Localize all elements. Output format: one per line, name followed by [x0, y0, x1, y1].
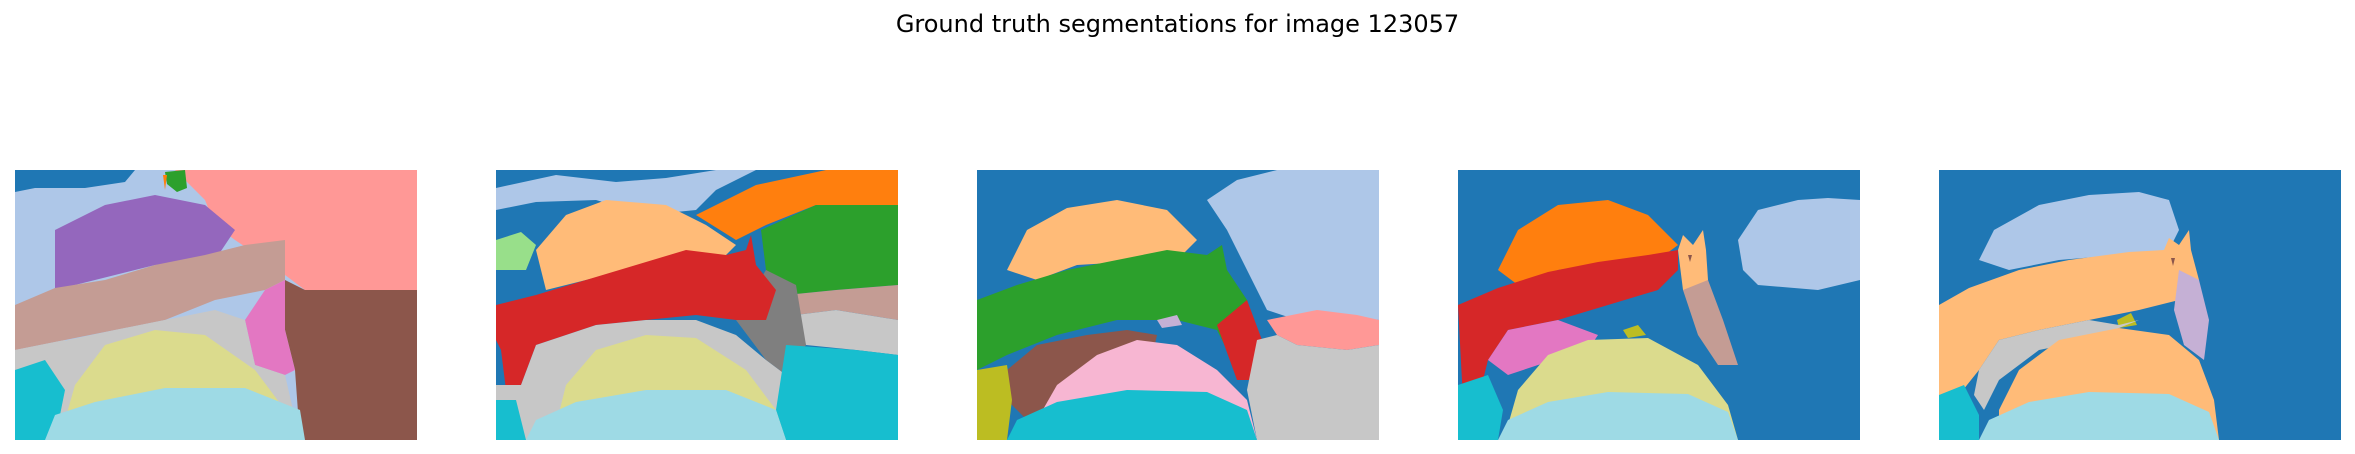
- pink-red-region: [1267, 310, 1379, 350]
- segmentation-panel-5: [1939, 170, 2341, 440]
- cyan-left-region: [496, 400, 526, 440]
- magenta-region: [1488, 320, 1598, 375]
- magenta-region: [245, 280, 295, 375]
- green-squirrel-region: [977, 245, 1257, 370]
- orange-region: [696, 170, 898, 240]
- olive-region: [977, 365, 1012, 440]
- light-orange-region: [536, 200, 736, 290]
- brown-region: [285, 280, 417, 440]
- cyan-region: [1458, 375, 1503, 440]
- cyan-right-region: [776, 345, 898, 440]
- segmentation-image-5: [1939, 170, 2341, 440]
- light-orange-squirrel-region: [1939, 230, 2199, 400]
- light-cyan-region: [45, 388, 305, 440]
- segmentation-panel-1: [15, 170, 417, 440]
- gray-right-region: [796, 310, 898, 355]
- sky-blue-patch: [15, 170, 135, 192]
- light-green-region: [496, 232, 536, 270]
- light-cyan-region: [1979, 392, 2219, 440]
- green-region: [761, 205, 898, 295]
- red-squirrel-region: [496, 235, 776, 390]
- tan-squirrel-region: [15, 240, 285, 350]
- cyan-region: [15, 360, 65, 440]
- light-gray-region: [1247, 335, 1379, 440]
- figure-title: Ground truth segmentations for image 123…: [895, 10, 1460, 38]
- gray-region: [1974, 320, 2139, 410]
- green-patch: [165, 170, 187, 192]
- olive-patch: [1623, 325, 1646, 338]
- pink-region: [175, 170, 417, 290]
- orange-sliver: [163, 175, 167, 190]
- eye-marker: [2171, 258, 2175, 266]
- red-squirrel-region: [1458, 250, 1678, 400]
- segmentation-image-2: [496, 170, 898, 440]
- light-cyan-region: [526, 390, 786, 440]
- segmentation-image-3: [977, 170, 1379, 440]
- segmentation-panel-4: [1458, 170, 1860, 440]
- cloud-region: [1738, 198, 1860, 290]
- orange-region: [1498, 200, 1678, 285]
- segmentation-image-1: [15, 170, 417, 440]
- light-orange-head: [1678, 230, 1708, 295]
- eye-marker: [1688, 255, 1692, 262]
- segmentation-panel-3: [977, 170, 1379, 440]
- lavender-patch: [1157, 315, 1182, 328]
- purple-region: [55, 195, 235, 290]
- segmentation-image-4: [1458, 170, 1860, 440]
- red-region: [1217, 300, 1262, 380]
- lavender-region: [2174, 270, 2209, 360]
- cyan-region: [1939, 385, 1979, 440]
- sky-region: [1979, 192, 2179, 270]
- tan-region: [1683, 280, 1738, 365]
- cyan-region: [1007, 390, 1257, 440]
- segmentation-panel-2: [496, 170, 898, 440]
- light-cyan-region: [1498, 392, 1738, 440]
- sky-patch: [496, 170, 756, 215]
- sky-region: [1207, 170, 1379, 320]
